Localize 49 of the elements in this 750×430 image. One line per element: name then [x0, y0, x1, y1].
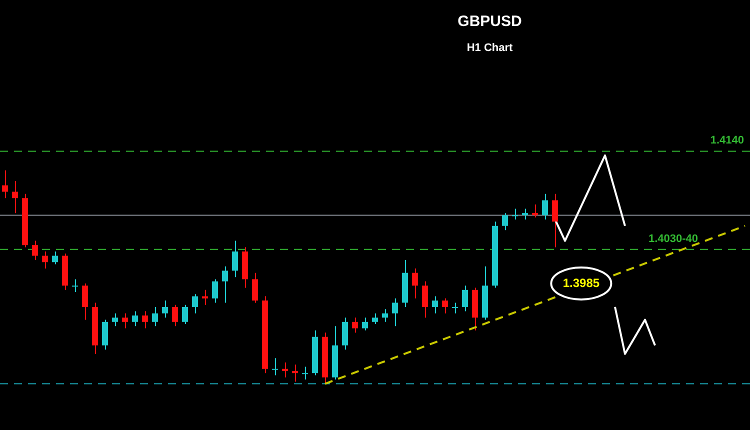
candlestick — [32, 240, 38, 261]
candlestick — [342, 317, 348, 350]
candlestick — [142, 310, 148, 329]
candlestick — [512, 208, 518, 220]
candlestick — [132, 310, 138, 327]
candlestick — [462, 285, 468, 312]
candlestick — [382, 308, 388, 322]
candlestick — [392, 298, 398, 327]
candlestick — [72, 278, 78, 293]
candlestick — [152, 306, 158, 327]
candlestick — [372, 312, 378, 325]
candlestick — [302, 366, 308, 380]
candlestick — [442, 298, 448, 314]
candlestick — [552, 193, 558, 248]
candlestick — [212, 278, 218, 304]
candlestick — [282, 362, 288, 378]
candlestick — [2, 170, 8, 199]
candlestick — [52, 250, 58, 265]
candlestick — [172, 304, 178, 327]
annotation: 1.4030-40 — [648, 232, 698, 245]
candlestick — [222, 266, 228, 304]
candlestick — [412, 268, 418, 299]
chart-subtitle: H1 Chart — [466, 42, 514, 54]
candlestick — [542, 193, 548, 220]
candlestick — [192, 294, 198, 314]
chart-title: GBPUSD — [458, 13, 522, 30]
candlestick — [42, 250, 48, 270]
candlestick — [422, 280, 428, 318]
annotation: 1.3985 — [562, 276, 600, 290]
candlestick — [12, 180, 18, 214]
candlestick — [112, 312, 118, 327]
candlestick — [362, 317, 368, 331]
candlestick — [292, 364, 298, 382]
candlestick — [352, 317, 358, 334]
candlestick — [202, 289, 208, 306]
candlestick — [252, 272, 258, 304]
candlestick — [162, 300, 168, 318]
candlestick — [452, 302, 458, 314]
candlestick — [182, 304, 188, 325]
candlestick — [502, 212, 508, 231]
candlestick — [272, 358, 278, 376]
candlestick — [532, 204, 538, 218]
candlestick — [82, 282, 88, 320]
candlestick — [432, 296, 438, 314]
candlestick — [102, 319, 108, 350]
candlestick — [522, 208, 528, 220]
candlestick — [122, 312, 128, 329]
text: 1.4140 — [710, 134, 744, 147]
candlestick — [232, 240, 238, 278]
